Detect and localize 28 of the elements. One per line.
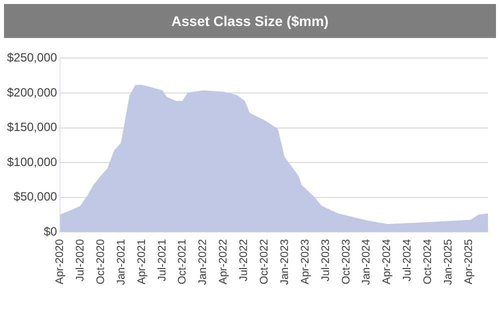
x-tick-label: Oct-2020: [94, 239, 107, 284]
x-tick-label: Oct-2023: [340, 239, 352, 284]
x-tick-label: Apr-2020: [54, 239, 66, 284]
chart-title: Asset Class Size ($mm): [4, 4, 496, 38]
x-tick-label: Apr-2025: [462, 239, 475, 284]
x-tick-label: Oct-2024: [422, 239, 434, 284]
x-tick-label: Jul-2024: [402, 239, 414, 282]
x-tick-label: Apr-2022: [218, 239, 230, 284]
x-tick-label: Jan-2023: [278, 239, 291, 286]
x-tick-label: Oct-2021: [176, 239, 189, 284]
x-tick-label: Jul-2021: [156, 239, 168, 282]
x-tick-label: Oct-2022: [258, 239, 271, 284]
x-tick-label: Apr-2024: [381, 239, 394, 284]
x-tick-label: Apr-2023: [299, 239, 312, 284]
x-tick-label: Jan-2024: [360, 239, 373, 286]
y-tick-label: $200,000: [6, 85, 58, 100]
y-tick-label: $100,000: [6, 154, 58, 169]
x-tick-label: Apr-2021: [136, 239, 148, 284]
x-tick-label: Jul-2022: [238, 239, 250, 282]
y-tick-label: $250,000: [6, 50, 58, 65]
x-tick-label: Jan-2021: [115, 239, 128, 286]
y-tick-label: $50,000: [14, 190, 58, 204]
x-tick-label: Jul-2023: [320, 239, 332, 282]
y-tick-label: $0: [44, 224, 58, 238]
x-tick-label: Jan-2025: [442, 239, 455, 286]
y-tick-label: $150,000: [6, 120, 58, 134]
x-tick-label: Jan-2022: [197, 239, 210, 286]
x-tick-label: Jul-2020: [74, 239, 87, 282]
